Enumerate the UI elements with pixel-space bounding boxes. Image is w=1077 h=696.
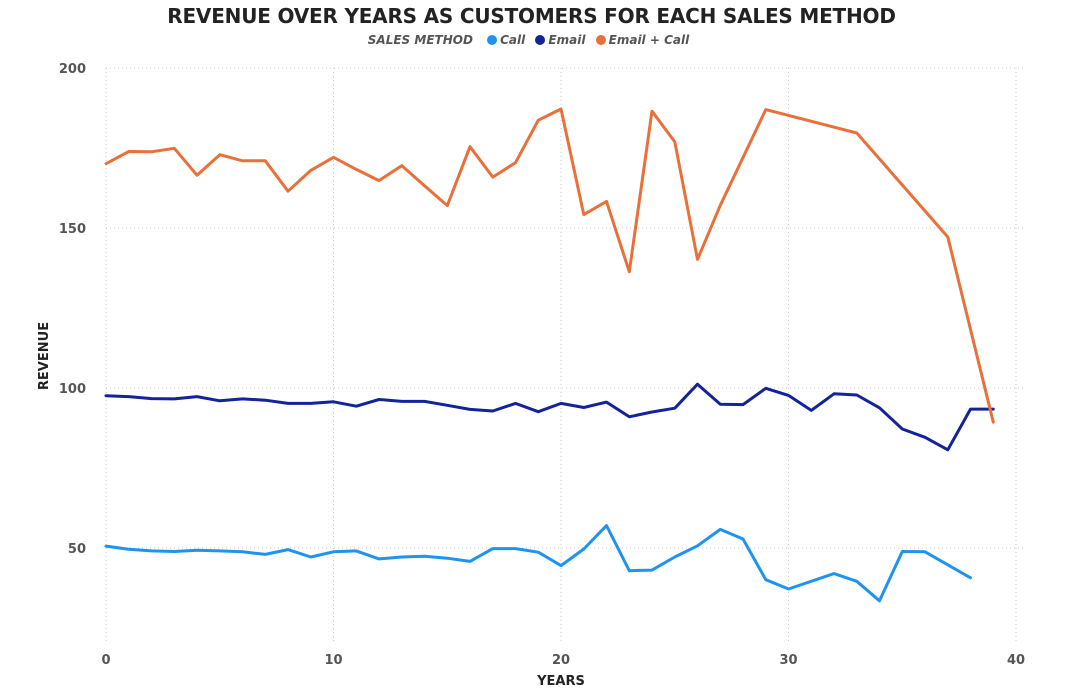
legend-label-email-call: Email + Call [608, 33, 690, 47]
y-tick-label: 50 [68, 542, 86, 557]
x-tick-label: 30 [779, 653, 797, 668]
gridlines [105, 67, 1024, 644]
legend-label-call: Call [500, 33, 526, 47]
y-axis-label: REVENUE [37, 322, 52, 390]
y-axis-ticks: 50 100 150 200 [59, 62, 86, 557]
legend-item-email[interactable]: Email [535, 33, 589, 47]
series-lines [104, 107, 995, 603]
legend-swatch-email [535, 35, 546, 45]
legend-item-email-call[interactable]: Email + Call [595, 33, 690, 47]
legend-label-email: Email [548, 33, 586, 47]
x-tick-label: 40 [1007, 653, 1025, 668]
series-line-email-call[interactable] [104, 107, 995, 424]
y-tick-label: 200 [59, 62, 86, 77]
y-tick-label: 150 [59, 222, 86, 237]
x-axis-label: YEARS [536, 674, 585, 689]
legend-title: SALES METHOD [367, 33, 473, 47]
x-tick-label: 0 [101, 653, 110, 668]
series-line-call[interactable] [104, 524, 972, 603]
chart-title: REVENUE OVER YEARS AS CUSTOMERS FOR EACH… [167, 4, 896, 28]
y-tick-label: 100 [59, 382, 86, 397]
legend: SALES METHOD Call Email Email + Call [0, 33, 1063, 47]
x-tick-label: 20 [552, 653, 570, 668]
x-axis-ticks: 0 10 20 30 40 [101, 653, 1025, 668]
legend-swatch-call [487, 35, 498, 45]
x-tick-label: 10 [324, 653, 342, 668]
legend-item-call[interactable]: Call [487, 33, 529, 47]
legend-swatch-email-call [595, 35, 606, 45]
series-line-email[interactable] [104, 382, 995, 452]
